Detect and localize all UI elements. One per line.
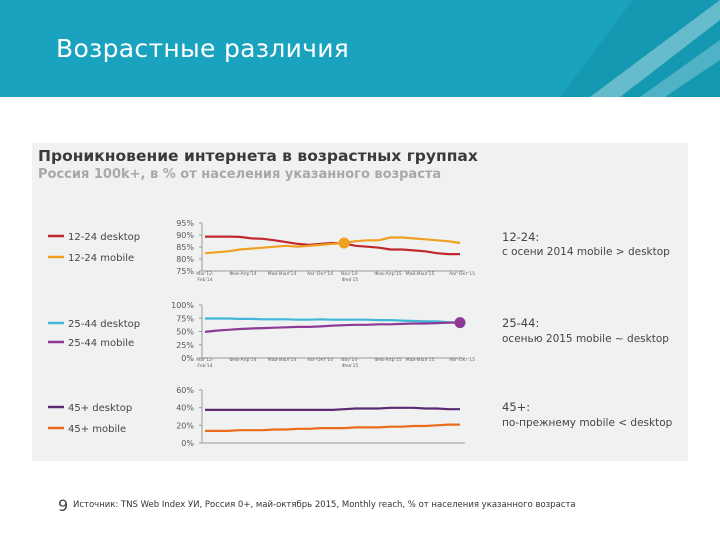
panel-2-x-tick-label: Фев-Апр'14 [229, 357, 256, 363]
slide-title: Возрастные различия [56, 34, 350, 63]
page-number: 9 [58, 496, 69, 515]
header-stripe-light-2 [640, 40, 720, 97]
panel-1-series-12-24-mobile-line [204, 236, 461, 255]
header-stripe-dark [560, 0, 720, 97]
panel-1-x-tick-label: Фев'15 [342, 277, 359, 283]
panel-3-legend-label: 45+ desktop [68, 403, 132, 414]
panel-1-x-tick-label: Авг-Окт'14 [307, 271, 333, 277]
panel-2-annotation-text: осенью 2015 mobile ~ desktop [502, 333, 669, 345]
panel-1-x-tick-label: Mar'12- [196, 271, 214, 277]
panel-3-y-tick-label: 40% [176, 404, 194, 413]
panel-2-x-tick-label: Авг-Окт'15 [449, 357, 475, 363]
panel-1-annotation-text: с осени 2014 mobile > desktop [502, 246, 670, 258]
panel-2-legend-label: 25-44 desktop [68, 319, 140, 330]
panel-3-y-tick-label: 20% [176, 421, 194, 430]
panel-2-annotation-heading: 25-44: [502, 316, 539, 330]
panel-2-x-tick-label: Май-Июл'14 [268, 356, 297, 363]
panel-2-legend-label: 25-44 mobile [68, 338, 134, 349]
chart-subtitle: Россия 100k+, в % от населения указанног… [38, 167, 442, 182]
panel-1-annotation-heading: 12-24: [502, 230, 539, 244]
panel-2-y-tick-label: 50% [176, 328, 194, 337]
header-stripe-light [590, 0, 720, 97]
panel-1-y-tick-label: 85% [176, 243, 194, 252]
panel-1-x-tick-label: Авг-Окт'15 [449, 271, 475, 277]
panel-2-x-tick-label: Авг-Окт'14 [307, 357, 333, 363]
source-note: Источник: TNS Web Index УИ, Россия 0+, м… [73, 500, 576, 510]
panel-1-x-tick-label: Май-Июл'15 [406, 270, 435, 277]
panel-2-y-tick-label: 0% [181, 354, 194, 363]
panel-2-y-tick-label: 100% [171, 301, 194, 310]
panel-1-legend-label: 12-24 desktop [68, 232, 140, 243]
panel-3-legend-label: 45+ mobile [68, 424, 126, 435]
panel-2-series-25-44-mobile-line [204, 321, 460, 333]
panel-2-series-25-44-desktop-line [205, 317, 461, 324]
panel-3-y-tick-label: 0% [181, 439, 194, 448]
panel-2-x-tick-label: Feb'14 [197, 363, 212, 369]
panel-2-x-tick-label: Nov'14- [341, 357, 359, 363]
panel-3-series-45-mobile-line [205, 423, 460, 432]
panel-2-x-tick-label: Фев'15 [342, 363, 359, 369]
header-banner: Возрастные различия [0, 0, 720, 97]
panel-1-x-tick-label: Фев-Апр'15 [374, 271, 401, 277]
panel-2-x-tick-label: Май-Июл'15 [406, 356, 435, 363]
panel-1-x-tick-label: Май-Июл'14 [268, 270, 297, 277]
panel-2-y-tick-label: 75% [176, 314, 194, 323]
panel-1-y-tick-label: 80% [176, 255, 194, 264]
chart-title: Проникновение интернета в возрастных гру… [38, 147, 478, 165]
panel-1-y-tick-label: 95% [176, 219, 194, 228]
panel-2-y-tick-label: 25% [176, 341, 194, 350]
panel-1-highlight-point [338, 237, 350, 249]
header-background [0, 0, 720, 97]
panel-1-x-tick-label: Nov'14- [341, 271, 359, 277]
panel-3-series-45-desktop-line [205, 406, 460, 411]
panel-1-x-tick-label: Фев-Апр'14 [229, 271, 256, 277]
panel-1-x-tick-label: Feb'14 [197, 277, 212, 283]
panel-2-x-tick-label: Mar'12- [196, 357, 214, 363]
panel-2-highlight-point [454, 317, 466, 329]
panel-1-y-tick-label: 90% [176, 231, 194, 240]
panel-1-legend-label: 12-24 mobile [68, 253, 134, 264]
panel-3-annotation-heading: 45+: [502, 400, 530, 414]
panel-2-x-tick-label: Фев-Апр'15 [374, 357, 401, 363]
panel-3-y-tick-label: 60% [176, 386, 194, 395]
panel-1-y-tick-label: 75% [176, 267, 194, 276]
panel-3-annotation-text: по-прежнему mobile < desktop [502, 417, 673, 429]
